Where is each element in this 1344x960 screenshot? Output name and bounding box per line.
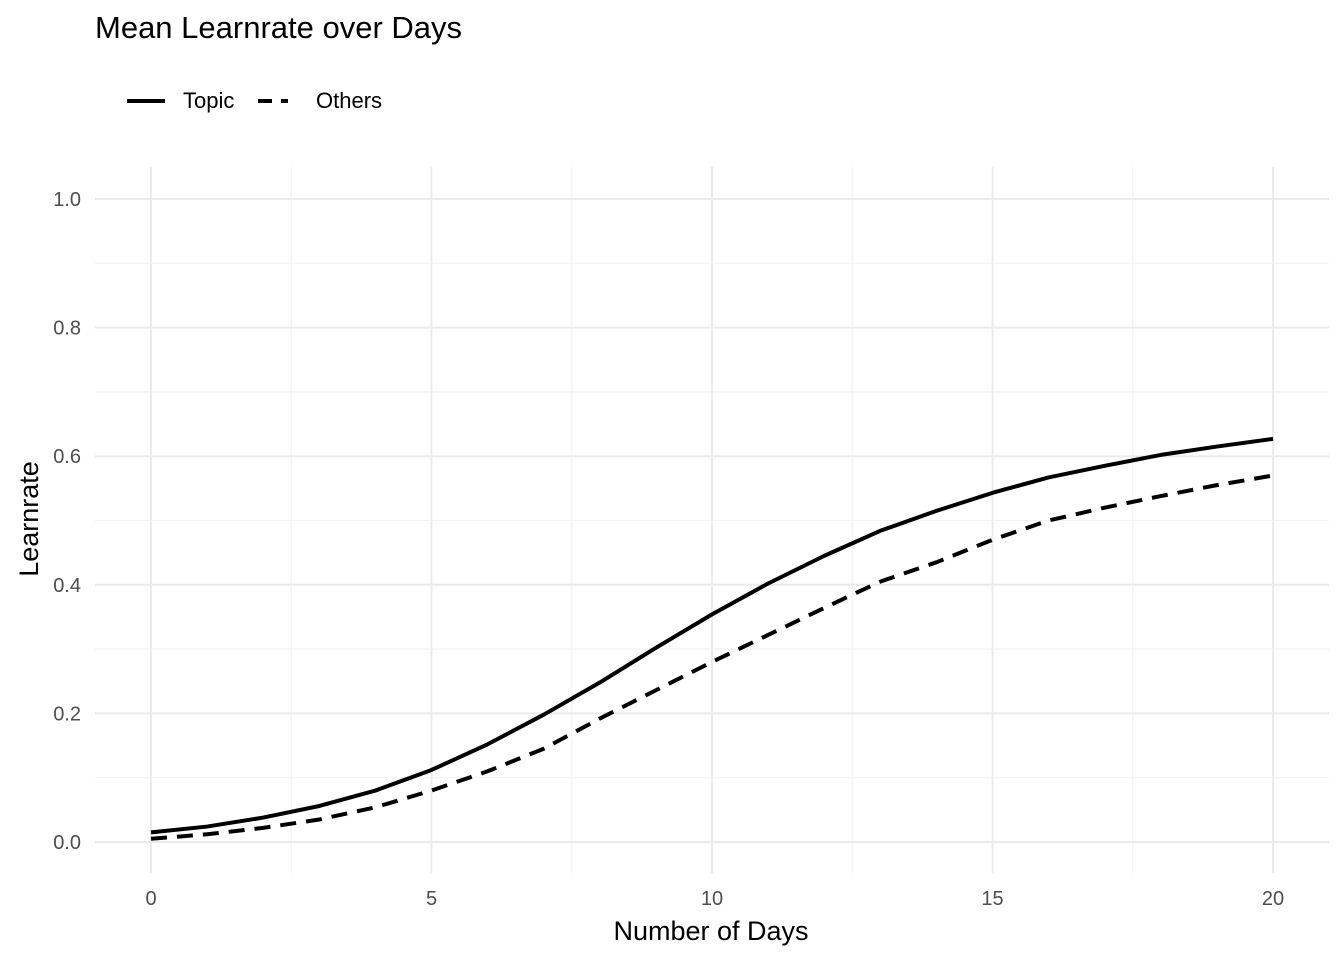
y-axis-title: Learnrate: [14, 461, 44, 577]
y-tick-label: 0.2: [53, 703, 81, 725]
series-line-others: [150, 473, 1274, 841]
x-tick-label: 5: [426, 888, 437, 910]
y-tick-label: 0.4: [53, 575, 81, 597]
x-tick-label: 15: [981, 888, 1003, 910]
y-tick-label: 0.8: [53, 318, 81, 340]
x-tick-labels: 0 5 10 15 20: [145, 888, 1284, 910]
major-gridlines: [95, 167, 1329, 873]
x-axis-title: Number of Days: [613, 916, 808, 946]
chart-title: Mean Learnrate over Days: [95, 10, 463, 45]
x-tick-label: 0: [145, 888, 156, 910]
series-layer: [150, 436, 1274, 841]
legend-label-others: Others: [316, 88, 383, 113]
legend-key-dashed: [258, 99, 288, 103]
legend-key-solid: [127, 99, 165, 103]
y-tick-label: 1.0: [53, 189, 81, 211]
series-line-topic: [150, 436, 1274, 835]
y-tick-label: 0.0: [53, 832, 81, 854]
x-tick-label: 10: [701, 888, 723, 910]
y-tick-label: 0.6: [53, 446, 81, 468]
y-tick-labels: 0.0 0.2 0.4 0.6 0.8 1.0: [53, 189, 81, 854]
x-tick-label: 20: [1262, 888, 1284, 910]
legend-label-topic: Topic: [183, 88, 235, 113]
